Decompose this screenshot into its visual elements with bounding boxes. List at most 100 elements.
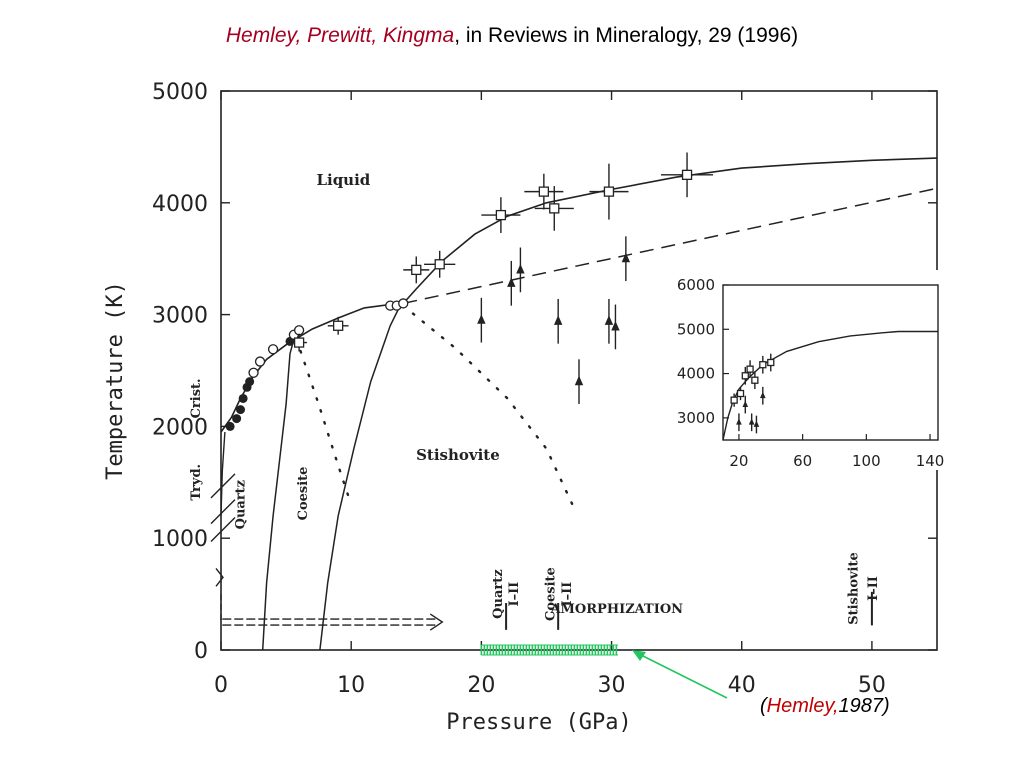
data-point-open-circle: [248, 367, 259, 378]
data-point-filled-triangle: [507, 277, 516, 287]
y-axis-label: Temperature (K): [103, 281, 128, 480]
metastable-dotted-line: [295, 338, 353, 506]
annotation-arrowhead: [632, 650, 646, 661]
header-citation: , in Reviews in Mineralogy, 29 (1996): [454, 24, 799, 47]
phase-label: Stishovite: [416, 446, 500, 464]
phase-label: Crist.: [189, 378, 204, 418]
attribution-year: 1987): [838, 695, 890, 717]
inset-x-tick-label: 60: [793, 452, 812, 470]
phase-label: I–II: [507, 582, 522, 607]
x-axis-label: Pressure (GPa): [446, 710, 631, 735]
x-tick-label: 50: [858, 673, 886, 698]
inset-plot-frame: [722, 284, 939, 441]
data-point-open-circle: [254, 356, 266, 367]
data-point-open-circle: [267, 344, 279, 355]
inset-data-point-open-square: [746, 365, 754, 373]
attribution-name: Hemley,: [766, 695, 839, 717]
attribution: (Hemley,1987): [760, 695, 890, 718]
data-point-open-square: [603, 186, 615, 197]
attribution-open: (: [760, 695, 767, 717]
melting-curve: [220, 157, 938, 433]
y-tick-label: 4000: [152, 192, 208, 217]
data-point-open-square: [495, 209, 507, 221]
data-point-filled-circle: [236, 405, 246, 415]
data-point-filled-triangle: [611, 320, 620, 331]
annotation-arrow-line: [636, 652, 728, 699]
main-chart: 0 10 20 30 40 50 0 1000 2000 3000 4000 5000 Pressure…: [103, 80, 938, 735]
x-tick-label: 40: [728, 673, 756, 698]
data-point-filled-circle: [232, 414, 242, 424]
phase-label: Quartz: [233, 480, 248, 529]
inset-x-tick-label: 140: [916, 452, 945, 470]
y-tick-label: 0: [194, 639, 208, 664]
inset-data-point-filled-triangle: [760, 391, 766, 399]
data-point-filled-triangle: [553, 315, 563, 325]
phase-label: I–II: [560, 582, 575, 607]
decompression-arrowhead: [429, 613, 444, 631]
small-arrowhead: [215, 567, 224, 587]
inset-data-point-open-square: [759, 361, 767, 369]
phase-label: Quartz: [491, 569, 506, 618]
inset-y-tick-label: 3000: [677, 409, 715, 427]
data-point-filled-circle: [238, 393, 248, 403]
inset-data-point-filled-triangle: [736, 418, 742, 425]
inset-data-point-open-square: [730, 396, 738, 404]
header-authors: Hemley, Prewitt, Kingma: [225, 24, 455, 47]
data-point-filled-triangle: [621, 252, 631, 263]
inset-x-tick-label: 20: [729, 452, 748, 470]
inset-chart: 20 60 100 140 3000 4000 5000 6000: [677, 270, 948, 470]
inset-y-tick-label: 5000: [677, 320, 715, 338]
phase-label: Liquid: [316, 171, 370, 189]
y-tick-label: 3000: [152, 304, 208, 329]
inset-y-tick-label: 4000: [677, 365, 715, 383]
data-point-open-circle: [398, 298, 409, 309]
data-point-filled-triangle: [477, 314, 486, 324]
phase-label: Coesite: [296, 467, 311, 521]
data-point-filled-circle: [225, 421, 235, 431]
phase-label: Tryd.: [189, 464, 204, 501]
y-tick-label: 2000: [152, 415, 208, 440]
data-point-open-square: [434, 259, 445, 270]
phase-label: Stishovite: [847, 552, 862, 625]
inset-x-tick-label: 100: [852, 452, 881, 470]
y-tick-label: 5000: [152, 80, 208, 105]
inset-y-tick-label: 6000: [677, 276, 715, 294]
data-point-filled-triangle: [574, 375, 584, 386]
inset-data-point-open-square: [751, 376, 759, 384]
data-point-open-square: [681, 169, 693, 181]
inset-data-point-open-square: [736, 389, 745, 398]
inset-data-point-filled-triangle: [748, 418, 755, 425]
data-point-open-square: [538, 186, 550, 197]
data-point-open-square: [293, 337, 305, 348]
y-tick-label: 1000: [152, 527, 208, 552]
data-point-filled-triangle: [604, 315, 614, 325]
phase-label: AMORPHIZATION: [549, 602, 683, 617]
phase-label: I–II: [866, 576, 881, 601]
x-tick-label: 30: [598, 673, 626, 698]
x-tick-label: 0: [214, 673, 228, 698]
boundary-slash-mark: [210, 499, 236, 525]
inset-data-point-filled-triangle: [742, 400, 749, 407]
data-point-filled-circle: [245, 377, 255, 387]
x-tick-label: 10: [337, 673, 365, 698]
coesite-stishovite-boundary: [319, 304, 402, 651]
boundary-slash-mark: [210, 516, 236, 542]
extrapolated-melting-line: [403, 187, 938, 305]
x-tick-label: 20: [467, 673, 495, 698]
slide-header: Hemley, Prewitt, Kingma, in Reviews in M…: [0, 24, 1024, 48]
inset-melting-curve: [722, 330, 938, 441]
data-point-open-square: [549, 203, 560, 214]
inset-data-point-filled-triangle: [753, 420, 760, 427]
quartz-coesite-boundary: [261, 339, 295, 651]
data-point-open-square: [333, 320, 344, 331]
inset-data-point-open-square: [741, 372, 749, 380]
metastable-dotted-line: [402, 304, 574, 506]
data-point-open-circle: [293, 325, 305, 336]
data-point-open-square: [411, 264, 422, 276]
cristobalite-boundary: [220, 431, 226, 516]
inset-data-point-open-square: [767, 358, 775, 367]
boundary-slash-mark: [210, 473, 236, 499]
phase-label: Coesite: [543, 567, 558, 621]
annotations: [632, 650, 728, 699]
